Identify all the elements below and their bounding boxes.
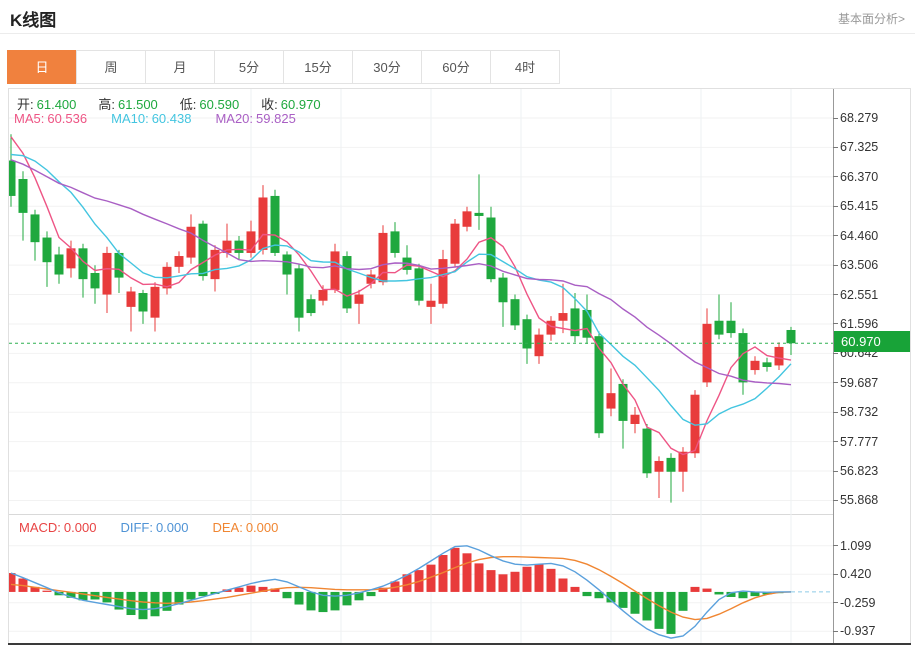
y-axis-tick	[833, 294, 838, 296]
y-axis-label: 67.325	[840, 140, 879, 155]
y-axis-tick	[833, 264, 838, 266]
y-axis-tick	[833, 382, 838, 384]
tab-item-4[interactable]: 15分	[283, 50, 353, 84]
bottom-border	[8, 643, 911, 645]
y-axis-label: 66.370	[840, 169, 879, 184]
legend-item-3: 收: 60.970	[261, 97, 321, 112]
y-axis-label: 63.506	[840, 258, 879, 273]
legend-item-0: MA5: 60.536	[14, 111, 88, 126]
y-axis-tick	[833, 573, 838, 575]
header-divider	[0, 33, 915, 34]
y-axis-label: 65.415	[840, 199, 879, 214]
legend-item-2: MA20: 59.825	[215, 111, 296, 126]
tab-item-0[interactable]: 日	[7, 50, 77, 84]
y-axis-tick	[833, 470, 838, 472]
tab-item-2[interactable]: 月	[145, 50, 215, 84]
y-axis-label: 61.596	[840, 316, 879, 331]
y-axis-tick	[833, 352, 838, 354]
current-price-badge: 60.970	[834, 331, 910, 352]
legend-item-2: DEA: 0.000	[212, 520, 279, 535]
ma-header: MA5: 60.536 MA10: 60.438 MA20: 59.825	[14, 111, 296, 126]
y-axis-tick	[833, 499, 838, 501]
tab-item-7[interactable]: 4时	[490, 50, 560, 84]
legend-item-1: 高: 61.500	[98, 97, 158, 112]
y-axis-label: -0.937	[840, 624, 876, 639]
ohlc-header: 开: 61.400 高: 61.500 低: 60.590 收: 60.970	[17, 94, 321, 113]
y-axis-line	[833, 89, 834, 644]
y-axis-label: 59.687	[840, 375, 879, 390]
y-axis-label: 64.460	[840, 228, 879, 243]
tab-bar: 日周月 5分 15分 30分 60分 4时	[7, 50, 560, 84]
y-axis-label: 0.420	[840, 567, 872, 582]
tab-item-5[interactable]: 30分	[352, 50, 422, 84]
legend-item-1: MA10: 60.438	[111, 111, 192, 126]
chart-box: 68.279 67.325 66.370 65.415 64.460 63.506 62.5…	[8, 88, 911, 645]
page-title: K线图	[10, 11, 57, 30]
legend-item-0: MACD: 0.000	[19, 520, 97, 535]
y-axis-label: 62.551	[840, 287, 879, 302]
y-axis-label: 57.777	[840, 434, 879, 449]
y-axis-tick	[833, 176, 838, 178]
y-axis-label: 68.279	[840, 111, 879, 125]
legend-item-0: 开: 61.400	[17, 97, 77, 112]
y-axis-tick	[833, 205, 838, 207]
y-axis-tick	[833, 411, 838, 413]
y-axis-tick	[833, 146, 838, 148]
tab-item-6[interactable]: 60分	[421, 50, 491, 84]
price-chart[interactable]	[9, 89, 833, 514]
y-axis-tick	[833, 235, 838, 237]
macd-chart[interactable]	[9, 514, 833, 644]
y-axis-label: 1.099	[840, 538, 872, 553]
y-axis-label: 55.868	[840, 493, 879, 508]
y-axis-label: 58.732	[840, 405, 879, 420]
y-axis-tick	[833, 117, 838, 119]
y-axis-label: -0.259	[840, 595, 876, 610]
y-axis-tick	[833, 630, 838, 632]
tab-item-1[interactable]: 周	[76, 50, 146, 84]
macd-header: MACD: 0.000 DIFF: 0.000 DEA: 0.000	[19, 520, 278, 535]
legend-item-1: DIFF: 0.000	[120, 520, 189, 535]
y-axis-label: 56.823	[840, 464, 879, 479]
fundamental-analysis-link[interactable]: 基本面分析>	[837, 12, 905, 26]
y-axis-tick	[833, 602, 838, 604]
y-axis-tick	[833, 545, 838, 547]
y-axis-tick	[833, 323, 838, 325]
y-axis-tick	[833, 441, 838, 443]
legend-item-2: 低: 60.590	[179, 97, 240, 112]
tab-item-3[interactable]: 5分	[214, 50, 284, 84]
